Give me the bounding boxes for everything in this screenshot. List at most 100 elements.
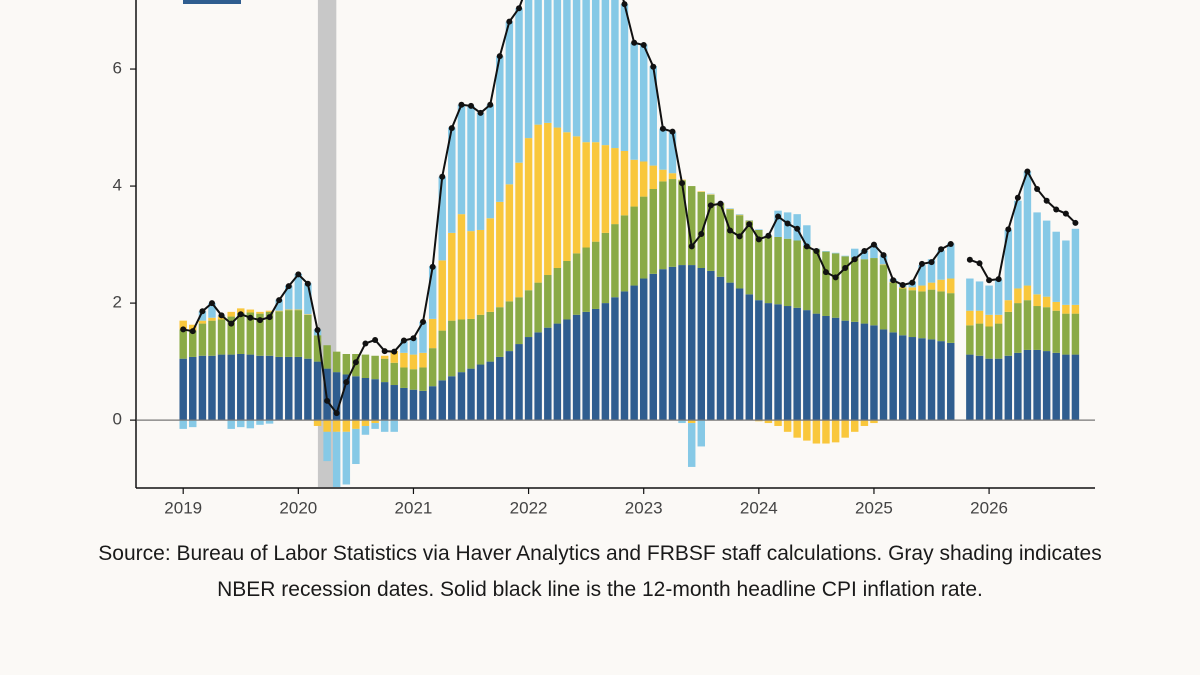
bar-segment [1071,304,1080,314]
bar-segment [1014,352,1022,421]
x-tick-label: 2021 [395,498,433,517]
bar-segment [774,304,782,421]
bar-segment [697,420,705,447]
bar-segment [994,323,1003,359]
bar-segment [745,294,754,421]
headline-point [343,379,350,386]
bar-segment [1004,355,1013,421]
bar-segment [735,215,744,289]
bar-segment [448,127,456,233]
bar-segment [1042,307,1051,352]
bar-segment [851,321,859,421]
bar-segment [985,314,993,327]
bar-segment [553,267,562,324]
bar-segment [1062,304,1070,314]
bar-segment [1052,301,1060,311]
bar-segment [822,420,830,444]
headline-point [400,337,407,344]
bar-segment [496,201,504,308]
bar-segment [524,0,533,139]
bar-segment [505,301,514,352]
bar-segment [438,380,446,421]
bar-segment [1014,303,1022,353]
bar-segment [1052,352,1060,421]
bar-segment [764,235,773,304]
bar-segment [707,270,715,421]
bar-segment [544,122,552,276]
bar-segment [947,293,955,343]
bar-segment [975,355,984,421]
bar-segment [841,255,849,257]
bar-segment [735,288,744,421]
bar-segment [899,288,907,336]
bar-segment [275,310,283,312]
bar-segment [937,279,945,292]
bar-segment [563,319,571,421]
bar-segment [831,253,840,318]
headline-point [842,264,849,271]
bar-segment [870,325,878,421]
headline-point [1072,219,1079,226]
bar-segment [332,351,341,373]
headline-point [391,348,398,355]
headline-point [180,326,187,333]
bar-segment [639,44,648,162]
bar-segment [745,220,754,222]
bar-segment [227,420,235,429]
bar-segment [227,316,235,355]
bar-segment [1023,300,1032,350]
bar-segment [620,215,629,292]
bar-segment [764,420,773,424]
bar-segment [304,314,312,359]
bar-segment [975,323,984,356]
y-tick-label: 4 [113,176,122,195]
bar-segment [572,314,581,421]
headline-point [650,63,657,70]
bar-segment [908,290,917,338]
bar-segment [783,420,792,432]
bar-segment [620,291,629,421]
bar-segment [438,260,446,331]
legend-swatch [183,0,241,4]
bar-segment [860,420,869,426]
headline-point [496,53,503,60]
bar-segment [639,161,648,197]
bar-segment [937,250,945,280]
bar-segment [1033,349,1041,421]
bar-segment [803,225,811,246]
bar-segment [707,194,715,195]
headline-point [218,312,225,319]
bar-segment [256,355,264,421]
headline-point [285,283,292,290]
bar-segment [985,326,993,359]
headline-point [698,231,705,238]
bar-segment [361,420,370,426]
bar-segment [486,218,494,312]
headline-point [266,314,273,321]
bar-segment [1042,220,1051,297]
bar-segment [505,21,514,185]
bar-segment [179,320,187,330]
headline-point [295,271,302,278]
bar-segment [639,278,648,421]
bar-segment [975,281,984,311]
bar-segment [496,307,504,357]
bar-segment [323,345,331,369]
bar-segment [208,317,216,321]
headline-point [1005,226,1012,233]
bar-segment [803,420,811,441]
bar-segment [371,379,379,421]
bar-segment [726,208,734,210]
bar-segment [448,376,456,421]
bar-segment [611,297,619,421]
bar-segment [803,310,811,421]
bar-segment [342,431,351,485]
headline-point [314,327,321,334]
headline-point [880,252,887,259]
x-tick-label: 2026 [970,498,1008,517]
bar-segment [237,420,245,428]
x-tick-label: 2025 [855,498,893,517]
bar-segment [390,351,398,363]
bar-segment [879,264,888,266]
headline-point [688,243,695,250]
